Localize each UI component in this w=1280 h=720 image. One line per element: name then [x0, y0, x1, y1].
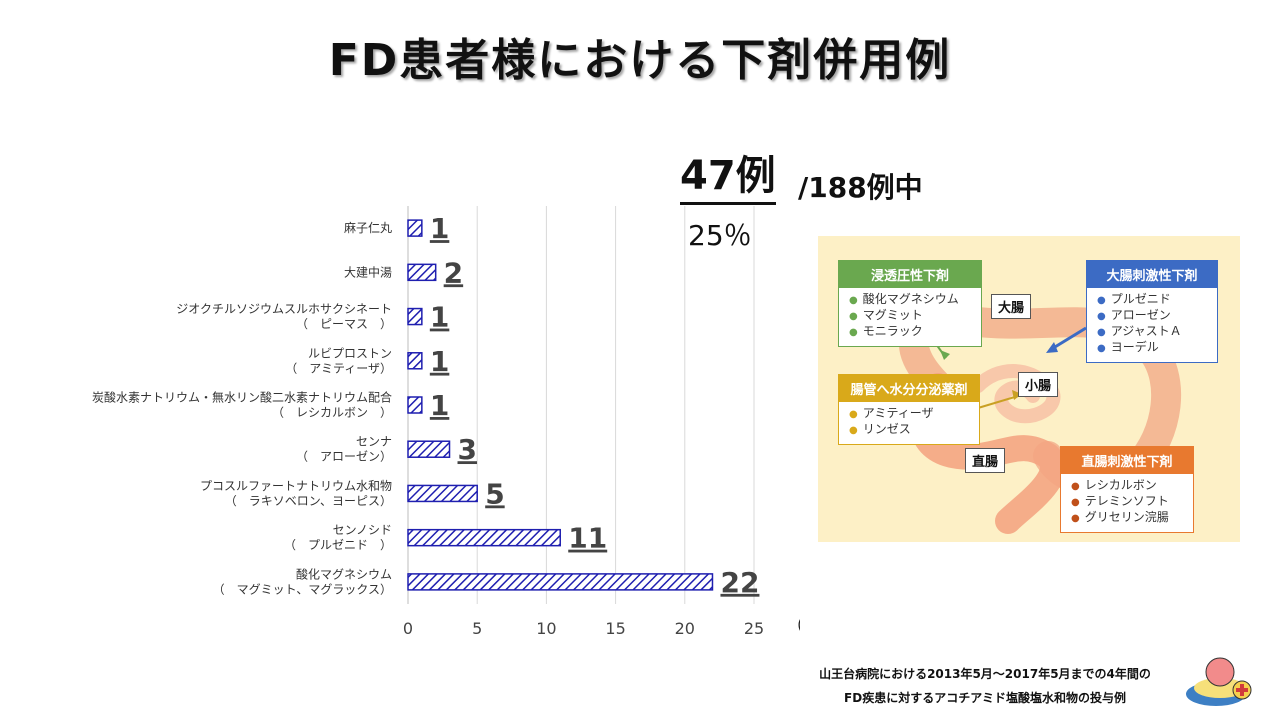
- stimulant-laxative-title: 大腸刺激性下剤: [1087, 261, 1217, 288]
- x-tick-label: 15: [605, 619, 625, 638]
- x-tick-label: 5: [472, 619, 482, 638]
- category-label: センノシド: [333, 523, 392, 537]
- chart-bar: [407, 484, 478, 503]
- hospital-logo-icon: [1186, 657, 1252, 706]
- x-tick-label: 10: [536, 619, 556, 638]
- category-label: ジオクチルソジウムスルホサクシネート: [176, 302, 392, 316]
- category-label: プコスルファートナトリウム水和物: [200, 479, 392, 493]
- list-item: ● ヨーデル: [1097, 340, 1159, 354]
- chart-bar: [407, 440, 451, 458]
- bar-value-label: 22: [720, 566, 759, 599]
- category-label: （ ピーマス ）: [296, 317, 392, 331]
- category-label: （ マグミット、マグラックス）: [213, 582, 392, 596]
- list-item: ● プルゼニド: [1097, 292, 1171, 306]
- secretion-agent-title: 腸管へ水分分泌薬剤: [839, 375, 979, 402]
- category-label: （ ラキソベロン、ヨーピス）: [225, 494, 392, 508]
- bar-value-label: 3: [458, 433, 477, 466]
- list-item: ● モニラック: [849, 324, 923, 338]
- list-item: ● リンゼス: [849, 422, 911, 436]
- x-tick-label: 25: [744, 619, 764, 638]
- category-label: （ レシカルボン ）: [272, 406, 392, 420]
- osmotic-laxative-box: 浸透圧性下剤 ● 酸化マグネシウム ● マグミット ● モニラック: [838, 260, 982, 347]
- category-label: ルビプロストン: [308, 346, 392, 360]
- list-item: ● テレミンソフト: [1071, 494, 1169, 508]
- chart-bar: [407, 307, 423, 326]
- chart-bar: [407, 396, 423, 414]
- summary-percent: 25％: [688, 219, 752, 252]
- chart-bar: [407, 528, 561, 547]
- footnote: 山王台病院における2013年5月～2017年5月までの4年間の FD疾患に対する…: [790, 662, 1180, 710]
- chart-x-ticks: 0 5 10 15 20 25: [403, 619, 764, 638]
- x-tick-label: 20: [675, 619, 695, 638]
- chart-bar: [407, 263, 437, 282]
- list-item: ● 酸化マグネシウム: [849, 292, 959, 306]
- bar-value-label: 1: [430, 301, 449, 334]
- summary-total: 47例: [680, 152, 776, 205]
- footnote-line-2: FD疾患に対するアコチアミド塩酸塩水和物の投与例: [844, 691, 1126, 705]
- rectal-stimulant-box: 直腸刺激性下剤 ● レシカルボン ● テレミンソフト ● グリセリン浣腸: [1060, 446, 1194, 533]
- list-item: ● アジャストＡ: [1097, 324, 1182, 338]
- bar-value-label: 11: [568, 522, 607, 555]
- list-item: ● グリセリン浣腸: [1071, 510, 1169, 524]
- bar-value-label: 1: [430, 212, 449, 245]
- category-label: （ アミティーザ）: [285, 361, 392, 375]
- laxative-diagram: 大腸 小腸 直腸 浸透圧性下剤 ● 酸化マグネシウム ● マグミット ● モニラック …: [818, 236, 1240, 542]
- category-label: （ アローゼン）: [296, 450, 392, 464]
- organ-label-large-intestine: 大腸: [991, 294, 1032, 319]
- list-item: ● レシカルボン: [1071, 478, 1157, 492]
- organ-label-small-intestine: 小腸: [1018, 372, 1059, 397]
- chart-bar: [407, 573, 714, 591]
- list-item: ● アローゼン: [1097, 308, 1171, 322]
- osmotic-laxative-title: 浸透圧性下剤: [839, 261, 981, 288]
- summary-denominator: /188例中: [798, 171, 923, 204]
- secretion-agent-box: 腸管へ水分分泌薬剤 ● アミティーザ ● リンゼス: [838, 374, 980, 445]
- category-label: （ プルゼニド ）: [284, 538, 392, 552]
- rectal-stimulant-title: 直腸刺激性下剤: [1061, 447, 1193, 474]
- x-tick-label: 0: [403, 619, 413, 638]
- bar-value-label: 1: [430, 345, 449, 378]
- chart-bar: [407, 219, 423, 237]
- category-label: 炭酸水素ナトリウム・無水リン酸二水素ナトリウム配合: [92, 390, 392, 405]
- list-item: ● マグミット: [849, 308, 923, 322]
- bar-value-label: 5: [485, 477, 504, 510]
- category-label: 大建中湯: [344, 264, 392, 279]
- footnote-line-1: 山王台病院における2013年5月～2017年5月までの4年間の: [819, 667, 1151, 681]
- page-title: FD患者様における下剤併用例: [328, 35, 952, 86]
- bar-value-label: 1: [430, 389, 449, 422]
- chart-bar: [407, 352, 423, 370]
- list-item: ● アミティーザ: [849, 406, 934, 420]
- stimulant-laxative-box: 大腸刺激性下剤 ● プルゼニド ● アローゼン ● アジャストＡ ● ヨーデル: [1086, 260, 1218, 363]
- category-label: センナ: [356, 435, 392, 449]
- category-label: 酸化マグネシウム: [296, 566, 392, 581]
- bar-value-label: 2: [444, 256, 463, 289]
- x-axis-unit: （例）: [786, 616, 800, 637]
- category-label: 麻子仁丸: [344, 220, 392, 235]
- organ-label-rectum: 直腸: [965, 448, 1006, 473]
